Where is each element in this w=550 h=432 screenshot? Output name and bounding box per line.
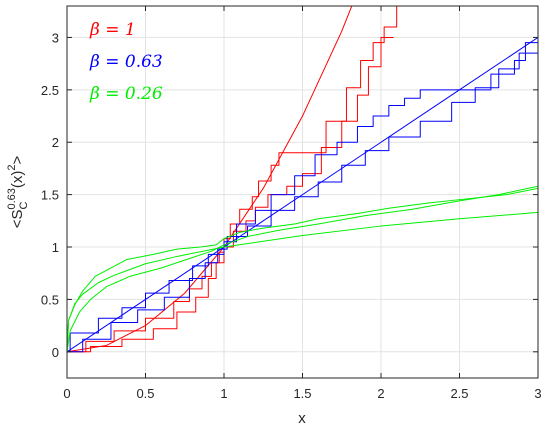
series-group [67,6,538,353]
x-tick-label: 1.5 [293,386,311,401]
y-label-sup2: 2 [6,165,18,171]
legend-entry-1: β = 1 [89,20,136,40]
x-ticks: 0 0.5 1 1.5 2 2.5 3 [63,6,542,401]
y-ticks: 0 0.5 1 1.5 2 2.5 3 [41,30,538,360]
x-tick-label: 3 [534,386,541,401]
series-2-lower-line [67,52,538,353]
series-1-smooth-line [67,6,353,353]
y-tick-label: 0.5 [41,292,59,307]
legend-entry-2: β = 0.63 [89,52,163,72]
x-tick-label: 0 [63,386,70,401]
y-tick-label: 1 [52,240,59,255]
x-tick-label: 2.5 [450,386,468,401]
y-tick-label: 1.5 [41,188,59,203]
y-tick-label: 0 [52,345,59,360]
legend-entry-3: β = 0.26 [89,84,163,104]
x-tick-label: 2 [377,386,384,401]
x-axis-label: x [298,410,306,427]
y-tick-label: 2.5 [41,83,59,98]
y-label-base: <S [9,210,26,229]
series-1-staircase-line [67,6,413,353]
svg-text:<SC0.63(x)2>: <SC0.63(x)2> [6,156,30,229]
y-label-sub: C [18,202,30,210]
x-tick-label: 0.5 [136,386,154,401]
y-label-tail: (x) [9,171,26,189]
series-3-lower-line [67,185,538,352]
x-tick-label: 1 [220,386,227,401]
y-tick-label: 3 [52,30,59,45]
y-tick-label: 2 [52,135,59,150]
series-3-staircase-line [67,187,538,352]
y-label-end: > [9,156,26,165]
legend: β = 1 β = 0.63 β = 0.26 [89,20,163,104]
series-3-smooth-line [67,211,538,352]
series-1-lower-line [67,36,394,353]
y-label-sup: 0.63 [6,188,18,209]
y-axis-label: <SC0.63(x)2> [6,156,30,229]
series-2-staircase-line [67,42,538,353]
